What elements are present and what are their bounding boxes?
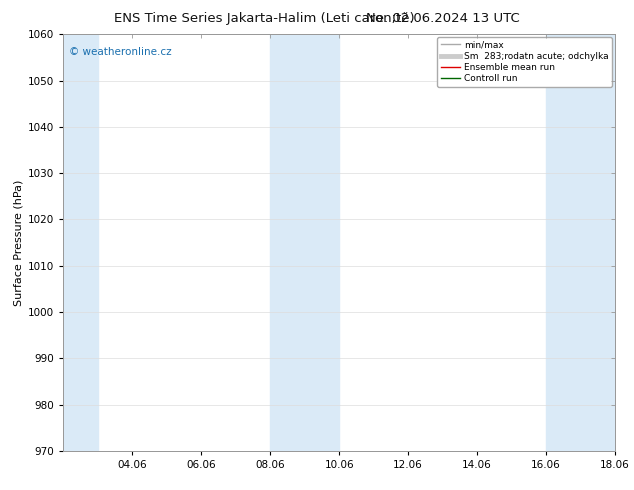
Text: © weatheronline.cz: © weatheronline.cz <box>69 47 172 57</box>
Y-axis label: Surface Pressure (hPa): Surface Pressure (hPa) <box>14 179 24 306</box>
Bar <box>546 34 615 451</box>
Bar <box>270 34 339 451</box>
Bar <box>63 34 98 451</box>
Text: ENS Time Series Jakarta-Halim (Leti caron;tě): ENS Time Series Jakarta-Halim (Leti caro… <box>114 12 415 25</box>
Text: Ne. 02.06.2024 13 UTC: Ne. 02.06.2024 13 UTC <box>366 12 520 25</box>
Legend: min/max, Sm  283;rodatn acute; odchylka, Ensemble mean run, Controll run: min/max, Sm 283;rodatn acute; odchylka, … <box>437 37 612 87</box>
